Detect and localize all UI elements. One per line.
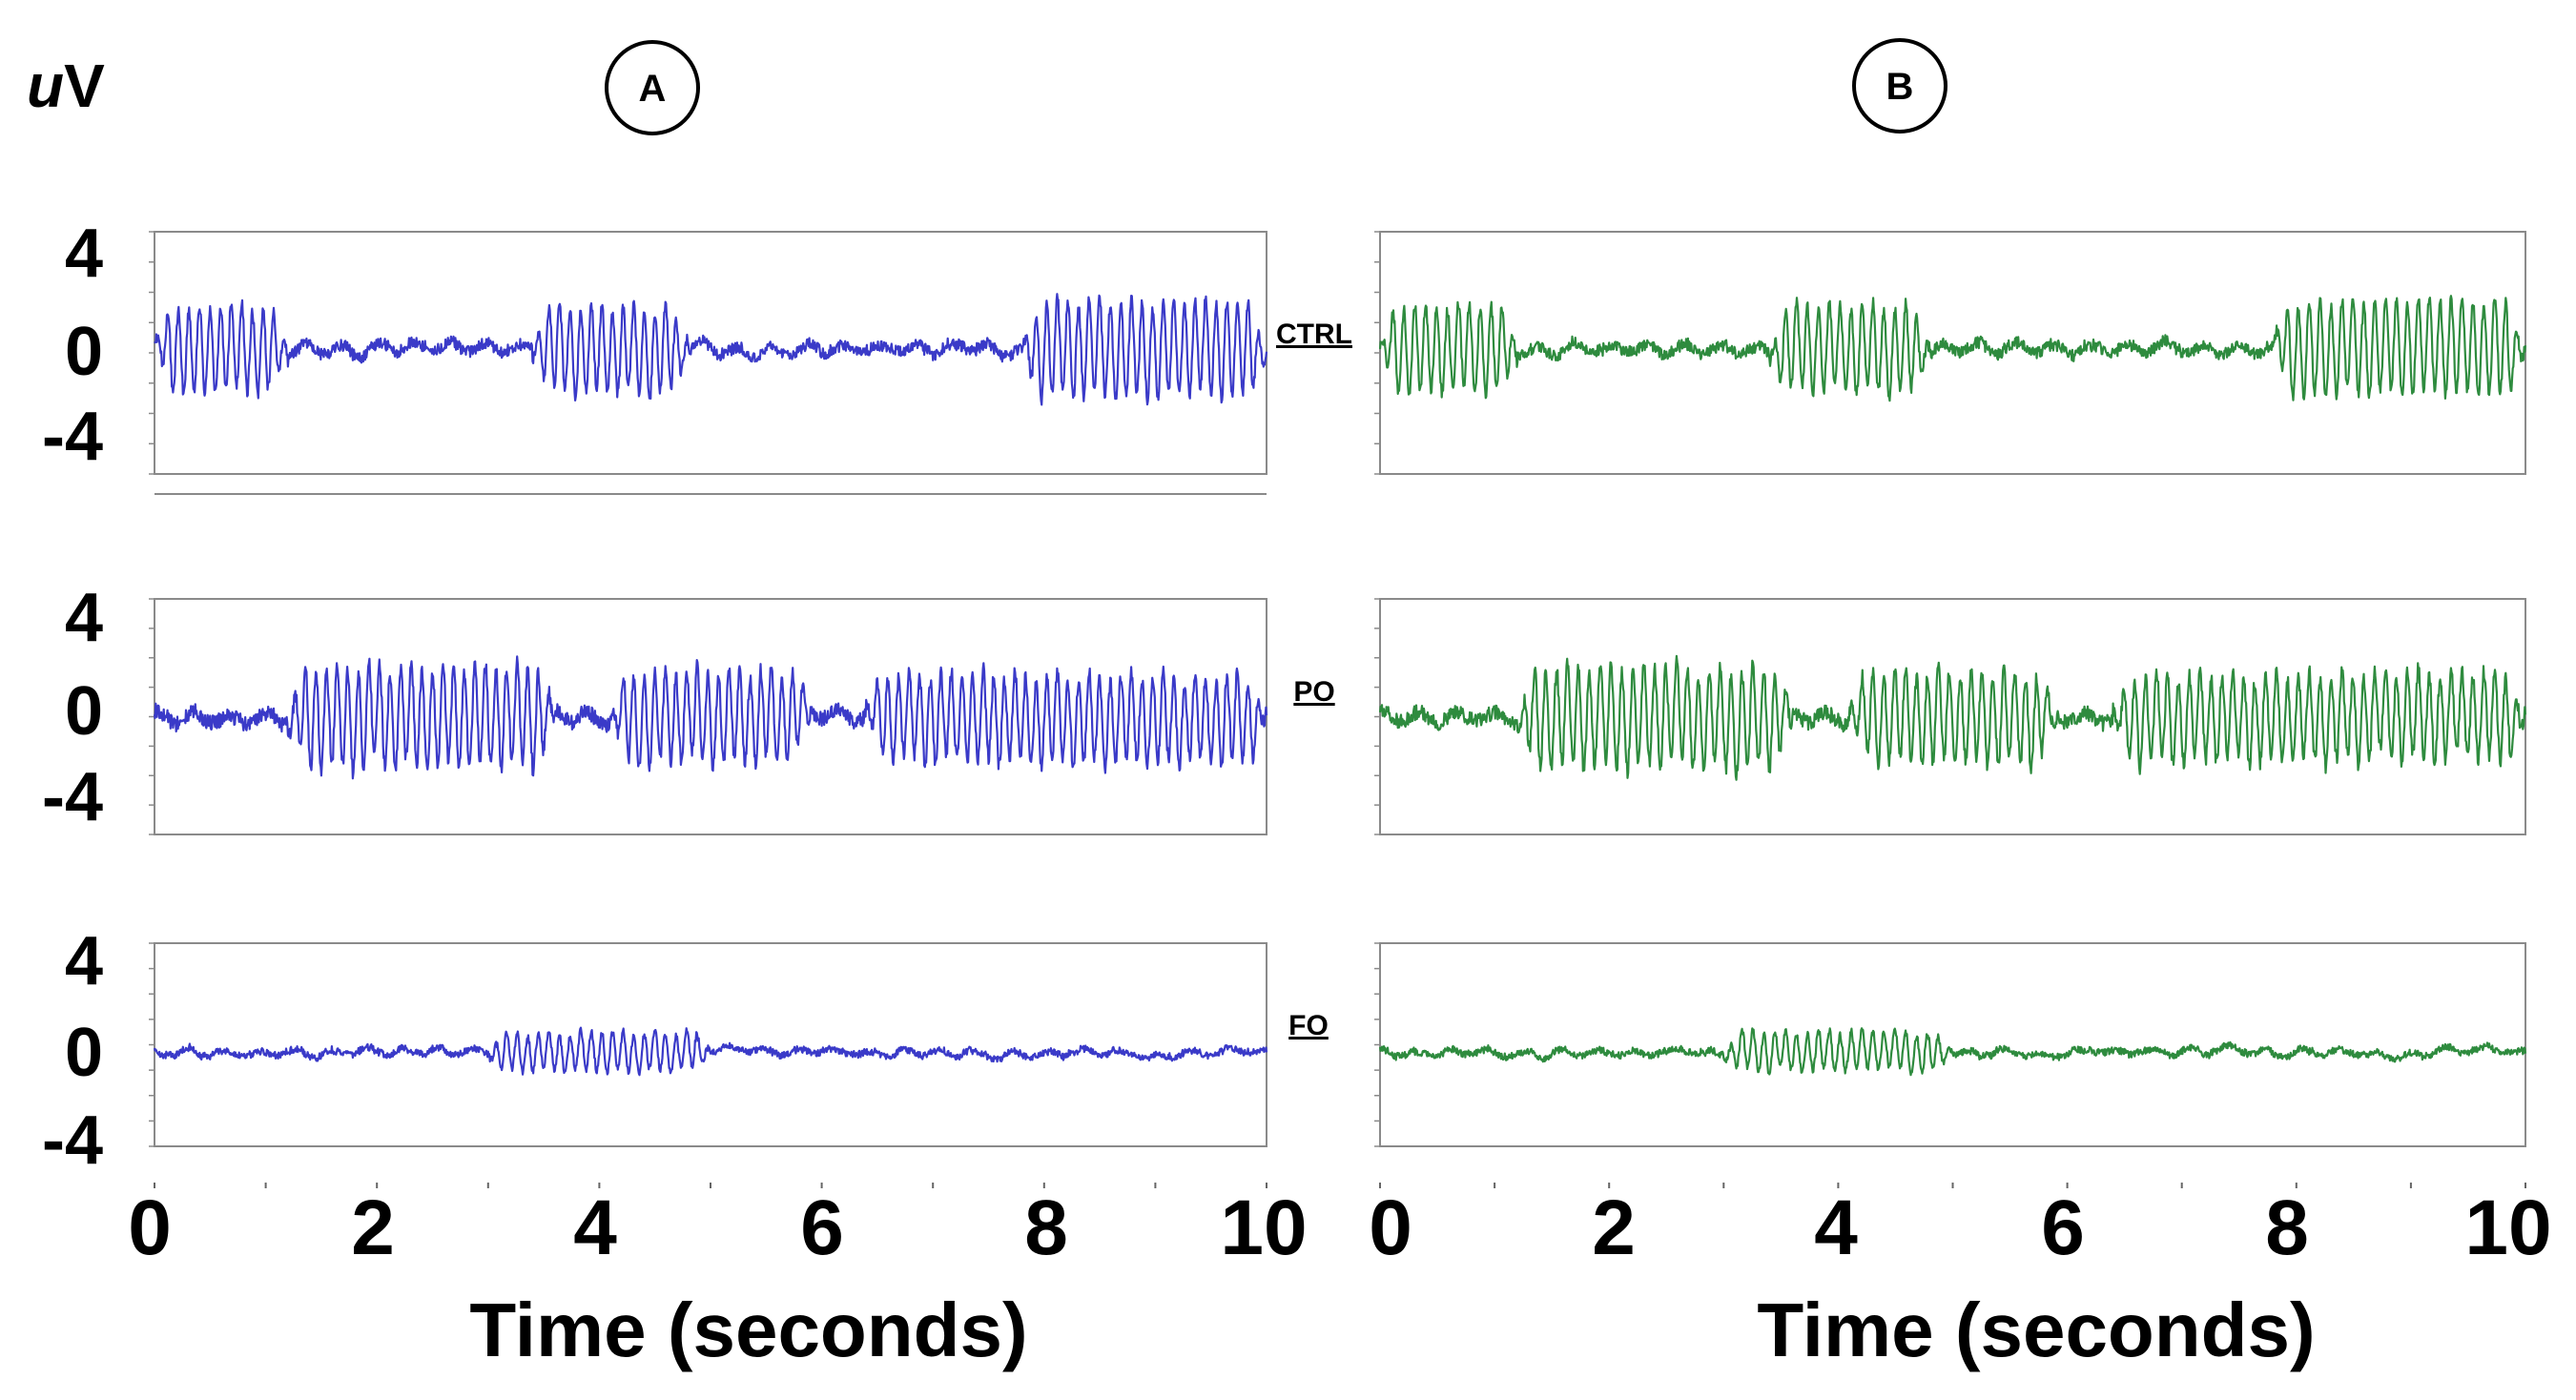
y-unit-rest: V: [64, 51, 105, 120]
y-tick-label: 4: [65, 580, 103, 656]
y-unit-italic: u: [27, 51, 64, 120]
trace-line-ctrl-a: [154, 293, 1268, 406]
y-unit-label: uV: [27, 51, 105, 120]
row-label-ctrl: CTRL: [1276, 319, 1352, 350]
plot-frame: [1379, 942, 2526, 1147]
panel-a-label: A: [639, 68, 667, 110]
panel-a-marker: A: [605, 40, 700, 135]
trace-line-po-a: [153, 655, 1268, 780]
plot-area: [149, 231, 2527, 1188]
panel-b-label: B: [1886, 66, 1914, 108]
y-tick-label: 0: [65, 1015, 103, 1091]
y-tick-label: -4: [42, 1102, 103, 1179]
x-tick-label: 6: [2041, 1184, 2085, 1271]
x-tick-label: 0: [128, 1184, 172, 1271]
y-tick-label: -4: [42, 759, 103, 835]
x-tick-label: 10: [2464, 1184, 2551, 1271]
row-label-po: PO: [1293, 676, 1334, 708]
trace-line-fo-a: [153, 1026, 1268, 1077]
x-tick-label: 4: [573, 1184, 617, 1271]
trace-line-ctrl-b: [1378, 295, 2527, 402]
y-tick-label: -4: [42, 399, 103, 475]
x-axis-label-b: Time (seconds): [1757, 1287, 2315, 1372]
trace-line-fo-b: [1378, 1027, 2527, 1077]
row-label-fo: FO: [1288, 1010, 1329, 1041]
x-axis-label-a: Time (seconds): [469, 1287, 1027, 1372]
y-tick-label: 4: [65, 923, 103, 999]
y-tick-label: 0: [65, 673, 103, 750]
panel-b-marker: B: [1852, 38, 1947, 134]
y-tick-label: 4: [65, 216, 103, 292]
plot-frame: [154, 942, 1267, 1147]
x-tick-label: 10: [1220, 1184, 1307, 1271]
trace-line-po-b: [1378, 654, 2527, 781]
x-tick-label: 4: [1814, 1184, 1858, 1271]
x-tick-label: 8: [1024, 1184, 1068, 1271]
y-tick-label: 0: [65, 314, 103, 390]
x-tick-label: 6: [800, 1184, 844, 1271]
x-tick-label: 2: [1592, 1184, 1636, 1271]
x-tick-label: 2: [351, 1184, 395, 1271]
x-tick-label: 0: [1369, 1184, 1412, 1271]
x-tick-label: 8: [2265, 1184, 2309, 1271]
